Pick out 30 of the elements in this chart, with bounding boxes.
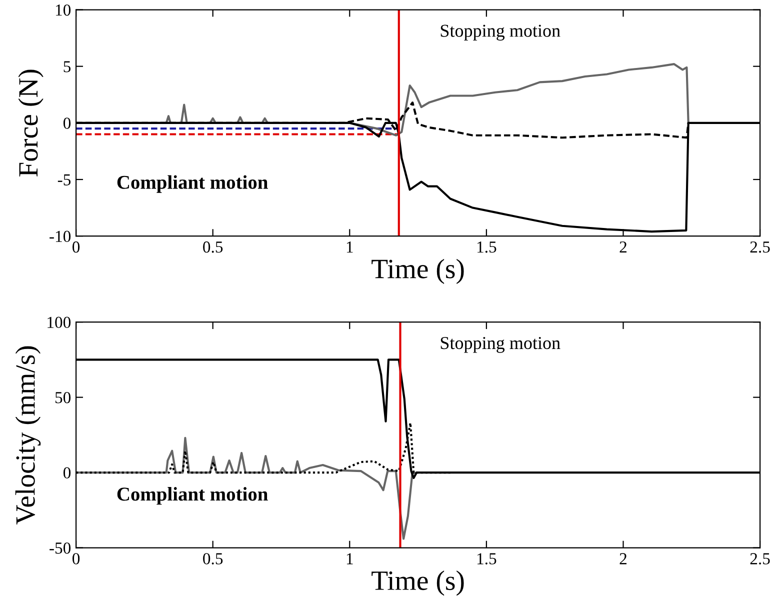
annotation: Compliant motion — [117, 487, 268, 505]
x-tick-label: 2 — [620, 553, 626, 564]
y-tick-label: -50 — [50, 542, 71, 554]
y-tick-label: 0 — [63, 118, 71, 129]
annotation: Compliant motion — [117, 175, 268, 193]
x-tick-label: 2.5 — [750, 553, 770, 564]
x-tick-label: 0.5 — [203, 241, 223, 253]
y-tick-label: 10 — [56, 4, 71, 16]
x-tick-label: 1.5 — [477, 553, 496, 564]
x-axis-title: Time (s) — [372, 570, 464, 596]
y-tick-label: -5 — [58, 174, 71, 186]
y-axis-title: Force (N) — [18, 70, 44, 176]
x-tick-label: 2.5 — [750, 241, 770, 253]
y-tick-label: 0 — [63, 467, 71, 478]
x-axis-title: Time (s) — [372, 258, 464, 284]
y-axis-title: Velocity (mm/s) — [15, 346, 41, 524]
y-tick-label: 50 — [55, 392, 71, 404]
y-tick-label: -10 — [50, 230, 71, 242]
annotation: Stopping motion — [440, 336, 560, 353]
y-tick-label: 5 — [64, 61, 71, 72]
annotation: Stopping motion — [440, 24, 560, 41]
line-series — [76, 436, 418, 540]
x-tick-label: 0 — [72, 553, 80, 564]
x-tick-label: 1 — [346, 553, 353, 564]
x-tick-label: 0.5 — [203, 553, 223, 564]
x-tick-label: 2 — [620, 241, 626, 252]
y-tick-label: 100 — [48, 316, 71, 328]
x-tick-label: 0 — [72, 241, 80, 253]
x-tick-label: 1 — [346, 241, 353, 252]
x-tick-label: 1.5 — [477, 241, 496, 253]
